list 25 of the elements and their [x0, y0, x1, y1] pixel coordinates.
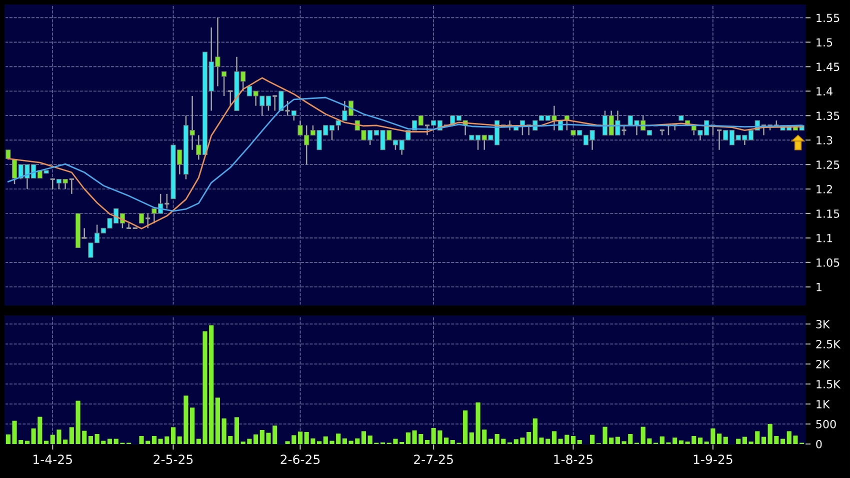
x-tick-label: 1-4-25 [34, 454, 72, 464]
x-tick-label: 2-6-25 [280, 454, 320, 464]
y-tick-label: 500 [816, 420, 836, 428]
y-tick-label: 1.25 [816, 160, 840, 169]
y-tick-label: 1.05 [816, 258, 840, 267]
y-tick-label: 1.35 [816, 112, 840, 120]
y-tick-label: 1 [816, 283, 822, 292]
y-tick-label: 1.2 [816, 184, 832, 194]
y-tick-label: 1.1 [816, 234, 832, 242]
y-tick-label: 1.5 [816, 38, 832, 47]
x-tick-label: 1-9-25 [694, 454, 732, 464]
y-tick-label: 0 [816, 440, 822, 448]
y-tick-label: 3K [816, 320, 830, 328]
y-tick-label: 2.5K [816, 340, 841, 348]
x-tick-label: 2-7-25 [414, 454, 453, 464]
y-tick-label: 1.3 [816, 136, 832, 144]
y-tick-label: 1.15 [816, 210, 840, 218]
y-tick-label: 1.55 [816, 14, 840, 22]
x-tick-label: 2-5-25 [154, 454, 193, 464]
x-tick-label: 1-8-25 [554, 454, 593, 464]
y-tick-label: 1.5K [816, 380, 841, 388]
y-tick-label: 1K [816, 400, 830, 408]
y-tick-label: 1.4 [816, 87, 832, 96]
y-tick-label: 1.45 [816, 62, 840, 72]
y-tick-label: 2K [816, 360, 830, 368]
